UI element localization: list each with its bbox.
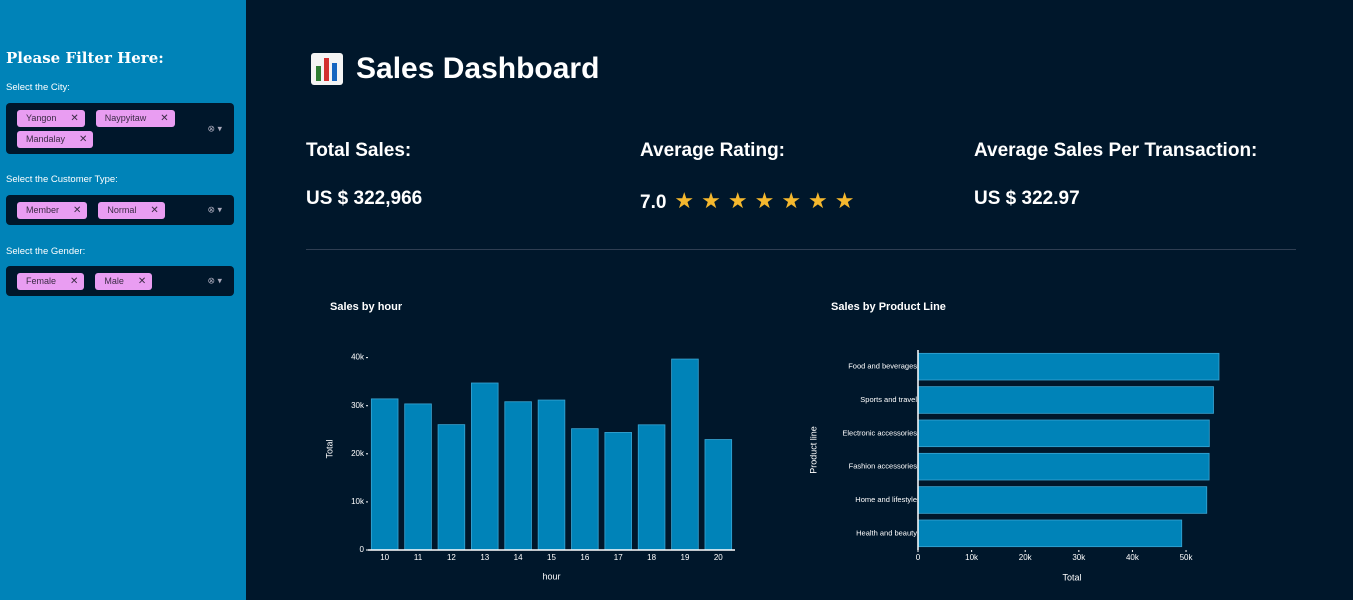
select-controls[interactable]: ⊗ ▾ xyxy=(207,275,222,286)
kpi-value: 7.0 ★★★★★★★ xyxy=(640,188,861,214)
y-tick-label: Food and beverages xyxy=(848,362,917,371)
y-tick-label: Sports and travel xyxy=(860,395,917,404)
y-tick-label: 10k xyxy=(351,497,365,506)
bar xyxy=(537,399,566,551)
x-tick-label: 30k xyxy=(1072,553,1086,562)
select-controls[interactable]: ⊗ ▾ xyxy=(207,123,222,133)
y-axis-title: Total xyxy=(324,439,334,458)
dashboard-title: Sales Dashboard xyxy=(310,52,599,86)
filter-label: Select the Customer Type: xyxy=(6,174,118,185)
remove-tag[interactable]: ✕ xyxy=(70,276,79,287)
kpi-label: Average Sales Per Transaction: xyxy=(974,140,1258,161)
bar xyxy=(471,382,499,551)
kpi-value-text: US $ 322.97 xyxy=(974,188,1080,209)
bar xyxy=(917,519,1183,548)
y-tick-label: Health and beauty xyxy=(856,528,917,537)
kpi-value: US $ 322.97 xyxy=(974,188,1080,210)
x-tick-label: 14 xyxy=(514,553,523,562)
x-tick-label: 12 xyxy=(447,553,456,562)
kpi-value-text: US $ 322,966 xyxy=(306,188,423,209)
bar xyxy=(917,352,1220,381)
y-tick-label: 30k xyxy=(351,401,365,410)
x-tick-label: 18 xyxy=(647,553,656,562)
kpi-label: Total Sales: xyxy=(306,140,412,161)
selected-tag: Yangon ✕ xyxy=(17,110,85,127)
x-axis-title: hour xyxy=(542,571,560,581)
selected-tag: Female ✕ xyxy=(17,273,85,290)
bar xyxy=(704,439,733,551)
x-tick-label: 11 xyxy=(414,553,423,562)
bar xyxy=(504,401,532,551)
multiselect[interactable]: Member ✕ Normal ✕ ⊗ ▾ xyxy=(6,195,234,225)
bar xyxy=(637,424,666,551)
selected-tag: Naypyitaw ✕ xyxy=(95,110,175,127)
filter-label: Select the Gender: xyxy=(6,246,86,257)
y-tick-label: 20k xyxy=(351,449,365,458)
x-axis-title: Total xyxy=(1062,572,1081,582)
x-tick-label: 10 xyxy=(380,553,389,562)
x-tick-label: 19 xyxy=(681,553,690,562)
y-tick-label: Home and lifestyle xyxy=(855,495,917,504)
multiselect[interactable]: Yangon ✕ Naypyitaw ✕ Mandalay ✕ ⊗ ▾ xyxy=(6,103,234,154)
y-tick-label: 40k xyxy=(351,353,365,362)
bar xyxy=(604,432,632,551)
tag-text: Male xyxy=(104,276,124,286)
y-axis-title: Product line xyxy=(808,426,818,474)
kpi-label: Average Rating: xyxy=(640,140,785,161)
x-tick-label: 16 xyxy=(580,553,589,562)
selected-tag: Mandalay ✕ xyxy=(17,131,94,148)
multiselect[interactable]: Female ✕ Male ✕ ⊗ ▾ xyxy=(6,266,234,296)
divider xyxy=(306,249,1296,250)
charts: Sales by hour 0 10k 20k 30k 40k 10 11 12 13 14 15 16… xyxy=(324,301,1220,582)
remove-tag[interactable]: ✕ xyxy=(73,205,82,216)
x-tick-label: 0 xyxy=(916,553,921,562)
bar xyxy=(917,486,1208,514)
tag-text: Naypyitaw xyxy=(104,113,147,123)
y-tick-label: Electronic accessories xyxy=(842,428,917,437)
sidebar: Please Filter Here: Select the City: Yang… xyxy=(0,0,246,600)
kpi-value: US $ 322,966 xyxy=(306,188,422,210)
x-tick-label: 20k xyxy=(1019,553,1033,562)
bar xyxy=(571,428,599,551)
selected-tag: Member ✕ xyxy=(17,202,88,219)
bar xyxy=(917,386,1214,414)
tag-text: Member xyxy=(26,205,60,215)
sidebar-header: Please Filter Here: xyxy=(6,49,164,67)
bar xyxy=(370,398,399,551)
tag-text: Normal xyxy=(107,205,137,215)
y-tick-label: Fashion accessories xyxy=(849,462,918,471)
selected-tag: Normal ✕ xyxy=(98,202,165,219)
x-tick-label: 13 xyxy=(480,553,489,562)
remove-tag[interactable]: ✕ xyxy=(70,113,79,124)
remove-tag[interactable]: ✕ xyxy=(160,113,169,124)
chart-title: Sales by hour xyxy=(330,301,403,313)
bar xyxy=(671,358,699,551)
x-tick-label: 20 xyxy=(714,553,723,562)
remove-tag[interactable]: ✕ xyxy=(150,205,159,216)
bar xyxy=(917,419,1210,448)
filter-label: Select the City: xyxy=(6,82,70,93)
title-text: Sales Dashboard xyxy=(356,52,600,85)
x-tick-label: 40k xyxy=(1126,553,1140,562)
y-tick-label: 0 xyxy=(360,545,365,554)
chart-icon xyxy=(311,53,343,85)
bar xyxy=(437,424,466,551)
tag-text: Yangon xyxy=(26,113,57,123)
x-tick-label: 50k xyxy=(1180,553,1194,562)
tag-text: Mandalay xyxy=(26,134,66,144)
tag-text: Female xyxy=(26,276,57,286)
kpi-value-text: 7.0 xyxy=(640,192,667,213)
bar xyxy=(917,452,1210,481)
selected-tag: Male ✕ xyxy=(95,273,153,290)
x-tick-label: 10k xyxy=(965,553,979,562)
rating-stars: ★★★★★★★ xyxy=(674,188,862,213)
remove-tag[interactable]: ✕ xyxy=(137,276,147,287)
chart-title: Sales by Product Line xyxy=(831,301,946,313)
bar xyxy=(404,403,432,551)
x-tick-label: 17 xyxy=(614,553,623,562)
remove-tag[interactable]: ✕ xyxy=(79,134,88,145)
x-tick-label: 15 xyxy=(547,553,556,562)
select-controls[interactable]: ⊗ ▾ xyxy=(207,204,222,215)
